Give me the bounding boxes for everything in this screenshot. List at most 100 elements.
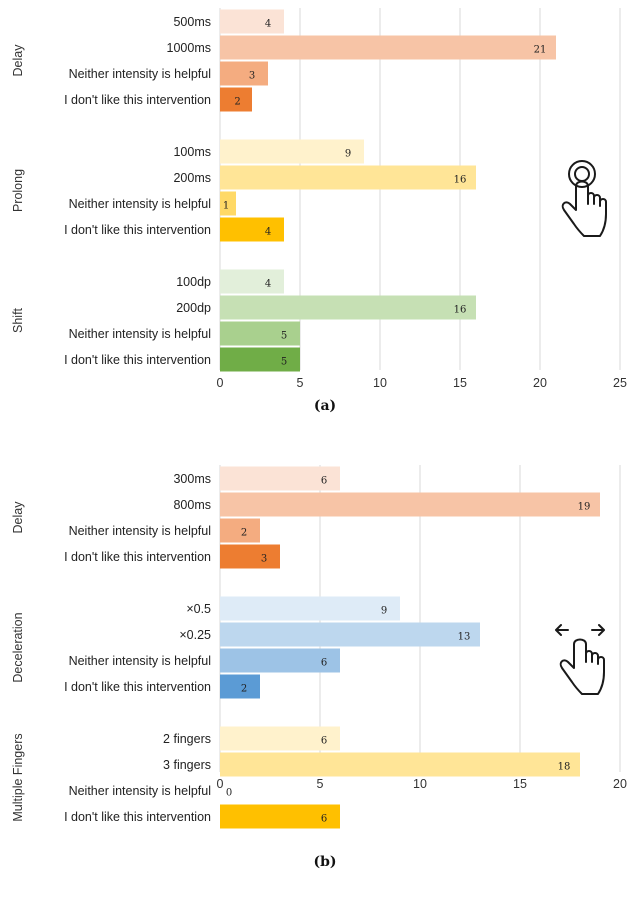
category-label: Neither intensity is helpful (69, 197, 211, 211)
data-label: 4 (265, 19, 271, 30)
bar (220, 674, 260, 699)
bar (220, 321, 300, 346)
category-label: Neither intensity is helpful (69, 67, 211, 81)
data-label: 5 (281, 331, 287, 342)
bar (220, 804, 340, 829)
bar (220, 622, 480, 647)
bar (220, 596, 400, 621)
arrow-left (555, 624, 569, 636)
category-label: ×0.25 (179, 628, 211, 642)
data-label: 3 (249, 71, 255, 82)
category-label: 1000ms (167, 41, 211, 55)
group-label: Delay (11, 501, 25, 534)
x-tick-label: 20 (613, 777, 627, 791)
figure-caption: (b) (313, 854, 336, 870)
x-tick-label: 5 (317, 777, 324, 791)
data-label: 21 (534, 45, 547, 56)
data-label: 2 (241, 528, 247, 539)
category-label: 100ms (173, 145, 211, 159)
data-label: 16 (454, 175, 467, 186)
bar (220, 295, 476, 320)
group-label: Deceleration (11, 612, 25, 682)
category-label: I don't like this intervention (64, 680, 211, 694)
data-label: 6 (321, 814, 327, 825)
x-tick-label: 0 (217, 777, 224, 791)
x-tick-label: 15 (513, 777, 527, 791)
category-label: 300ms (173, 472, 211, 486)
data-label: 4 (265, 279, 271, 290)
hand-outline (559, 638, 605, 695)
bar (220, 61, 268, 86)
category-label: I don't like this intervention (64, 810, 211, 824)
category-label: 2 fingers (163, 732, 211, 746)
category-label: I don't like this intervention (64, 223, 211, 237)
data-label: 5 (281, 357, 287, 368)
bar (220, 191, 236, 216)
category-label: 200dp (176, 301, 211, 315)
bar (220, 518, 260, 543)
data-label: 19 (578, 502, 591, 513)
category-label: I don't like this intervention (64, 550, 211, 564)
x-tick-label: 5 (297, 376, 304, 390)
x-tick-label: 0 (217, 376, 224, 390)
x-tick-label: 10 (373, 376, 387, 390)
category-label: 3 fingers (163, 758, 211, 772)
category-label: ×0.5 (186, 602, 211, 616)
bar (220, 139, 364, 164)
bar (220, 217, 284, 242)
data-label: 18 (558, 762, 571, 773)
bar (220, 87, 252, 112)
bar (220, 544, 280, 569)
category-label: Neither intensity is helpful (69, 654, 211, 668)
x-tick-label: 20 (533, 376, 547, 390)
bar (220, 347, 300, 372)
swipe-gesture-icon (555, 624, 605, 695)
category-label: Neither intensity is helpful (69, 327, 211, 341)
category-label: I don't like this intervention (64, 353, 211, 367)
x-tick-label: 25 (613, 376, 627, 390)
tap-ring-inner (574, 166, 590, 182)
bar (220, 492, 600, 517)
bar (220, 9, 284, 34)
data-label: 3 (261, 554, 267, 565)
group-label: Delay (11, 44, 25, 77)
group-label: Prolong (11, 169, 25, 212)
category-label: 500ms (173, 15, 211, 29)
category-label: 100dp (176, 275, 211, 289)
figure-caption: (a) (314, 398, 336, 414)
bar (220, 466, 340, 491)
data-label: 2 (241, 684, 247, 695)
bar (220, 35, 556, 60)
tap-ring-outer (568, 160, 596, 188)
data-label: 6 (321, 476, 327, 487)
category-label: 800ms (173, 498, 211, 512)
data-label: 1 (223, 201, 229, 212)
bar (220, 752, 580, 777)
bar (220, 269, 284, 294)
hand-outline (561, 180, 607, 237)
data-label: 2 (234, 97, 240, 108)
data-label: 4 (265, 227, 271, 238)
category-label: 200ms (173, 171, 211, 185)
group-label: Multiple Fingers (11, 733, 25, 821)
data-label: 6 (321, 658, 327, 669)
data-label: 0 (226, 788, 232, 799)
x-tick-label: 10 (413, 777, 427, 791)
category-label: Neither intensity is helpful (69, 524, 211, 538)
bar (220, 726, 340, 751)
data-label: 9 (381, 606, 387, 617)
bar (220, 648, 340, 673)
arrow-right (591, 624, 605, 636)
bar (220, 165, 476, 190)
data-label: 6 (321, 736, 327, 747)
data-label: 9 (345, 149, 351, 160)
group-label: Shift (11, 307, 25, 333)
category-label: Neither intensity is helpful (69, 784, 211, 798)
data-label: 16 (454, 305, 467, 316)
tap-hold-gesture-icon (561, 160, 607, 237)
category-label: I don't like this intervention (64, 93, 211, 107)
x-tick-label: 15 (453, 376, 467, 390)
